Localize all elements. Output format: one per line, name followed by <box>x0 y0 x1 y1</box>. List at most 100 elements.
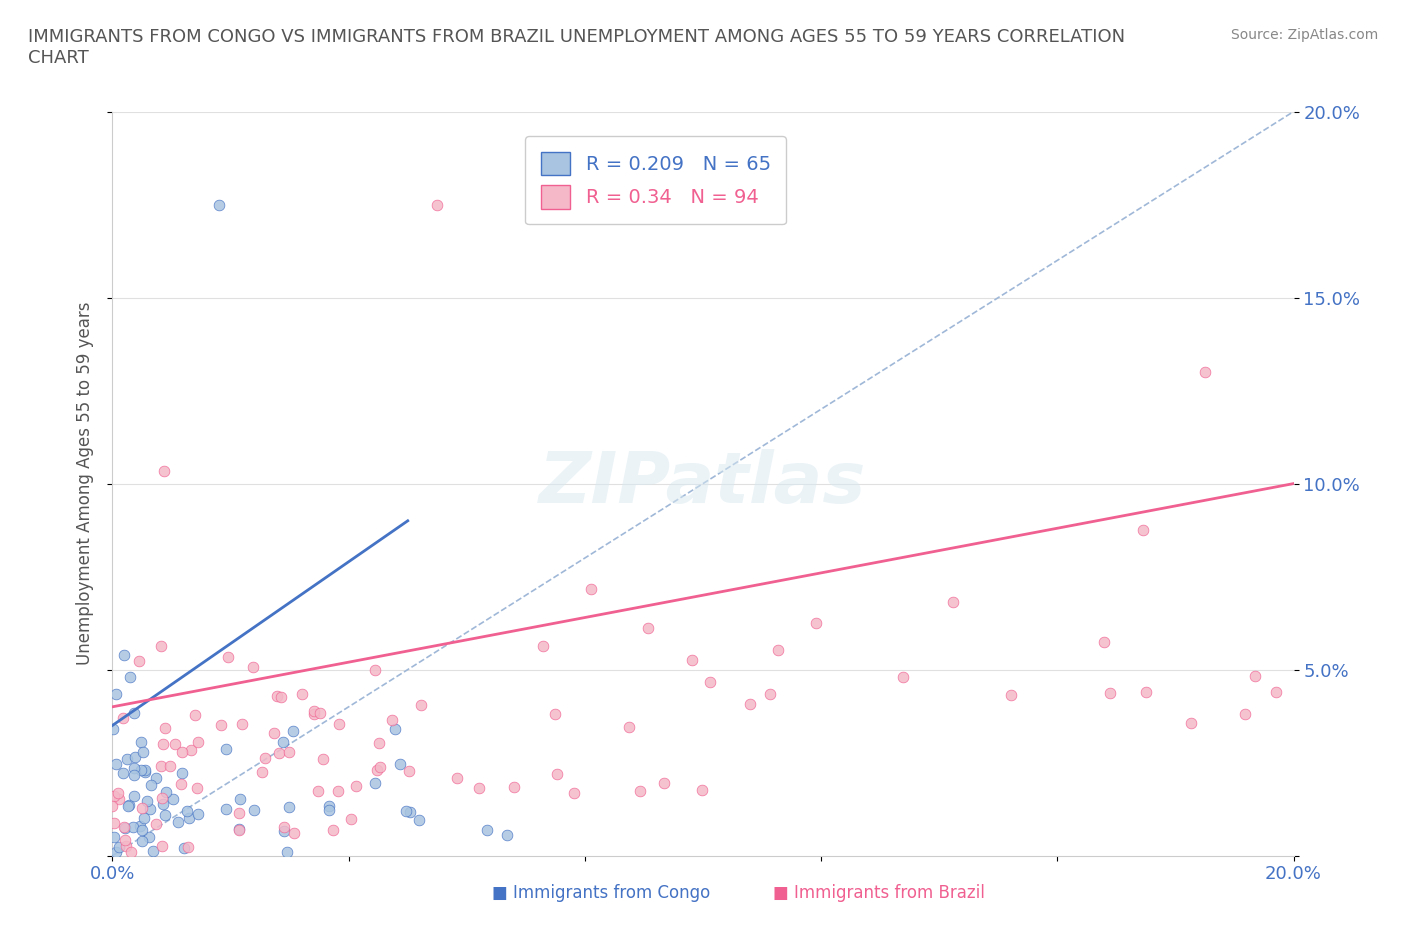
Point <box>637 621 659 636</box>
Point <box>389 757 412 772</box>
Point <box>690 783 713 798</box>
Point <box>124 768 146 783</box>
Point <box>228 822 250 837</box>
Point <box>152 796 174 811</box>
Point <box>228 823 250 838</box>
Point <box>134 810 156 825</box>
Point <box>546 766 568 781</box>
Point <box>381 712 404 727</box>
Point <box>759 687 782 702</box>
Point <box>1234 707 1257 722</box>
Point <box>101 721 124 736</box>
Point <box>117 798 139 813</box>
Point <box>215 741 238 756</box>
Point <box>273 820 295 835</box>
Text: ■ Immigrants from Congo: ■ Immigrants from Congo <box>492 884 710 902</box>
Point <box>153 807 176 822</box>
Point <box>103 830 125 844</box>
Point <box>328 717 350 732</box>
Point <box>1000 688 1022 703</box>
Point <box>318 803 340 817</box>
Point <box>136 793 159 808</box>
Point <box>112 765 135 780</box>
Point <box>145 817 167 831</box>
Point <box>271 735 294 750</box>
Point <box>112 711 135 725</box>
Point <box>131 833 153 848</box>
Point <box>408 813 430 828</box>
Point <box>304 707 326 722</box>
Point <box>129 763 152 777</box>
Point <box>217 650 239 665</box>
Point <box>152 790 174 805</box>
Point <box>367 736 389 751</box>
Point <box>228 806 250 821</box>
Point <box>291 686 314 701</box>
Point <box>153 721 176 736</box>
Point <box>398 805 420 820</box>
Point <box>128 818 150 833</box>
Point <box>1092 634 1115 649</box>
Point <box>155 784 177 799</box>
Point <box>120 670 142 684</box>
Point <box>309 706 332 721</box>
Point <box>281 724 304 738</box>
Point <box>738 697 761 711</box>
Point <box>304 704 326 719</box>
Point <box>152 737 174 751</box>
Point <box>503 780 526 795</box>
Point <box>409 698 432 712</box>
Point <box>446 770 468 785</box>
Point <box>132 745 155 760</box>
Point <box>180 743 202 758</box>
Point <box>277 800 299 815</box>
Point <box>114 832 136 847</box>
Point <box>129 734 152 749</box>
Point <box>368 760 391 775</box>
Point <box>496 828 519 843</box>
Point <box>652 776 675 790</box>
Point <box>250 765 273 780</box>
Point <box>533 639 555 654</box>
Point <box>162 791 184 806</box>
Point <box>122 820 145 835</box>
Point <box>562 786 585 801</box>
Point <box>101 799 124 814</box>
Point <box>318 799 340 814</box>
Point <box>112 647 135 662</box>
Point <box>131 822 153 837</box>
Point <box>139 802 162 817</box>
Point <box>112 820 135 835</box>
Point <box>142 844 165 858</box>
Point <box>283 826 305 841</box>
Point <box>128 653 150 668</box>
Point <box>1264 684 1286 699</box>
Point <box>398 764 420 778</box>
Point <box>1180 715 1202 730</box>
Point <box>270 690 292 705</box>
Point <box>364 776 387 790</box>
Point <box>273 824 295 839</box>
Point <box>699 675 721 690</box>
Text: ■ Immigrants from Brazil: ■ Immigrants from Brazil <box>773 884 986 902</box>
Legend: R = 0.209   N = 65, R = 0.34   N = 94: R = 0.209 N = 65, R = 0.34 N = 94 <box>526 136 786 224</box>
Text: ZIPatlas: ZIPatlas <box>540 449 866 518</box>
Point <box>104 687 127 702</box>
Point <box>131 801 153 816</box>
Point <box>103 789 125 804</box>
Point <box>266 688 288 703</box>
Point <box>117 751 139 766</box>
Point <box>170 744 193 759</box>
Point <box>242 660 264 675</box>
Point <box>468 780 491 795</box>
Point <box>1243 669 1265 684</box>
Point <box>138 830 160 844</box>
Point <box>617 720 640 735</box>
Point <box>229 791 252 806</box>
Point <box>107 792 129 807</box>
Point <box>115 839 138 854</box>
Point <box>149 758 172 773</box>
Point <box>150 838 173 853</box>
Point <box>628 783 651 798</box>
Point <box>105 844 128 859</box>
